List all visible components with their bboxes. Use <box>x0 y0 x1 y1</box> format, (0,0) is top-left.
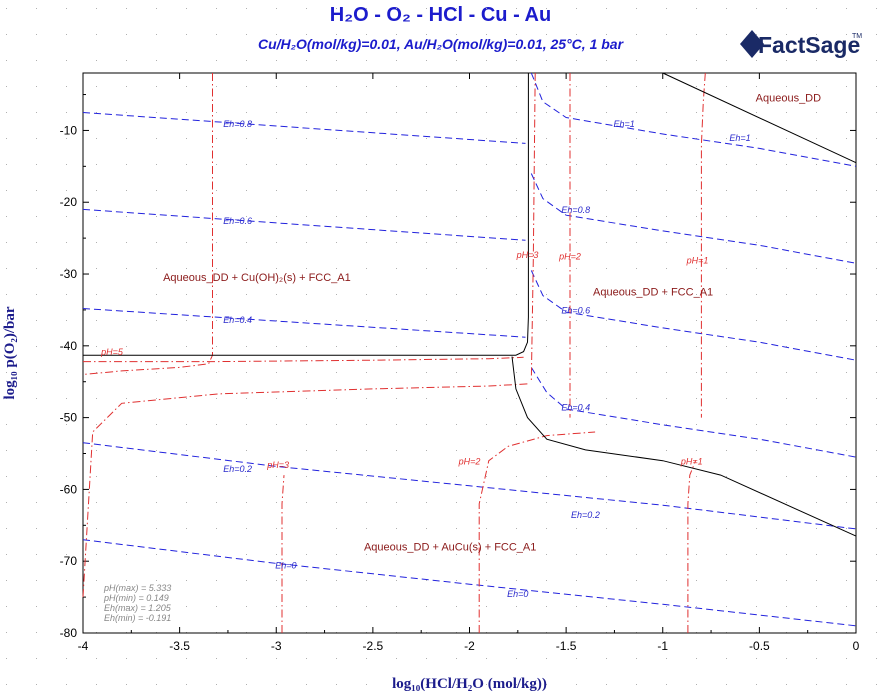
ph-label: pH=3 <box>516 250 539 260</box>
ph-line <box>700 72 706 418</box>
eh-line <box>530 72 857 167</box>
eh-label: Eh=0.4 <box>561 402 590 412</box>
ph-line <box>687 460 697 633</box>
region-label: Aqueous_DD + Cu(OH)₂(s) + FCC_A1 <box>163 272 351 284</box>
axis-ticks: -4 -3.5 -3 -2.5 -2 -1.5 -1 -0.5 0 -10 -20 -30 -40 -50… <box>60 73 860 653</box>
phase-boundary-line <box>662 72 857 164</box>
ph-lines <box>82 72 706 633</box>
stat-eh-min: Eh(min) = -0.191 <box>104 613 172 623</box>
x-tick-label: -2.5 <box>363 639 384 653</box>
x-tick-label: -1 <box>657 639 668 653</box>
x-tick-label: -0.5 <box>749 639 770 653</box>
x-tick-label: -4 <box>78 639 89 653</box>
ph-line <box>82 73 213 375</box>
y-tick-label: -20 <box>60 195 78 209</box>
eh-label: Eh=1 <box>729 133 750 143</box>
ph-label: pH=2 <box>558 252 581 262</box>
y-tick-label: -60 <box>60 482 78 496</box>
region-label: Aqueous_DD + FCC_A1 <box>593 287 713 299</box>
stat-ph-max: pH(max) = 5.333 <box>104 583 172 593</box>
chart-subtitle: Cu/H₂O(mol/kg)=0.01, Au/H₂O(mol/kg)=0.01… <box>257 36 624 52</box>
y-tick-label: -30 <box>60 267 78 281</box>
eh-line <box>82 442 857 530</box>
ph-label: pH=1 <box>680 456 703 466</box>
phase-boundaries <box>83 72 857 537</box>
eh-line <box>530 173 857 264</box>
x-tick-label: -3 <box>271 639 282 653</box>
region-label: Aqueous_DD <box>756 93 821 105</box>
y-tick-label: -10 <box>60 123 78 137</box>
logo-diamond-icon <box>740 30 764 58</box>
y-axis-label: log₁₀ p(O₂)/bar <box>2 306 18 399</box>
eh-label: Eh=0.6 <box>561 306 590 316</box>
stats-box: pH(max) = 5.333 pH(min) = 0.149 Eh(max) … <box>104 583 171 623</box>
logo-text: FactSage <box>758 32 860 58</box>
eh-label: Eh=0 <box>275 560 296 570</box>
region-labels: Aqueous_DD Aqueous_DD + Cu(OH)₂(s) + FCC_… <box>163 93 821 554</box>
eh-line <box>82 208 526 241</box>
y-tick-label: -40 <box>60 339 78 353</box>
eh-label: Eh=1 <box>613 119 634 129</box>
x-tick-label: -3.5 <box>169 639 190 653</box>
ph-label: pH=2 <box>458 456 481 466</box>
eh-label: Eh=0.4 <box>223 315 252 325</box>
eh-line <box>530 367 857 458</box>
eh-label: Eh=0.2 <box>223 464 252 474</box>
x-axis-label: log₁₀(HCl/H₂O (mol/kg)) <box>392 676 547 692</box>
eh-label: Eh=0.2 <box>571 510 600 520</box>
ph-label: pH=5 <box>100 347 124 357</box>
y-tick-label: -80 <box>60 626 78 640</box>
ph-label: pH=1 <box>686 255 709 265</box>
y-tick-label: -70 <box>60 554 78 568</box>
phase-boundary-line <box>511 356 857 537</box>
eh-label: Eh=0 <box>507 589 528 599</box>
stat-eh-max: Eh(max) = 1.205 <box>104 603 171 613</box>
eh-lines <box>82 72 857 627</box>
region-label: Aqueous_DD + AuCu(s) + FCC_A1 <box>364 541 536 553</box>
eh-line <box>82 308 526 338</box>
factsage-logo: FactSage TM <box>740 30 862 58</box>
eh-label: Eh=0.8 <box>561 205 590 215</box>
eh-label: Eh=0.6 <box>223 216 252 226</box>
eh-line <box>82 112 526 144</box>
eh-line <box>82 539 857 627</box>
stat-ph-min: pH(min) = 0.149 <box>104 593 169 603</box>
eh-label: Eh=0.8 <box>223 119 252 129</box>
ph-line <box>530 72 536 382</box>
x-tick-label: -1.5 <box>556 639 577 653</box>
ph-line <box>281 475 285 633</box>
phase-boundary-line <box>83 73 529 356</box>
y-tick-label: -50 <box>60 411 78 425</box>
ph-label: pH=3 <box>266 460 289 470</box>
logo-tm: TM <box>852 33 862 40</box>
x-tick-label: 0 <box>853 639 860 653</box>
x-tick-label: -2 <box>464 639 475 653</box>
chart-title: H₂O - O₂ - HCl - Cu - Au <box>329 4 552 26</box>
eh-line <box>530 270 857 361</box>
ph-line <box>478 431 596 633</box>
ph-line <box>82 383 528 598</box>
line-labels: Eh=0.8 Eh=1 Eh=1 Eh=0.6 Eh=0.8 Eh=0.4 Eh=0.6 Eh… <box>100 119 751 599</box>
ph-line <box>83 356 524 363</box>
